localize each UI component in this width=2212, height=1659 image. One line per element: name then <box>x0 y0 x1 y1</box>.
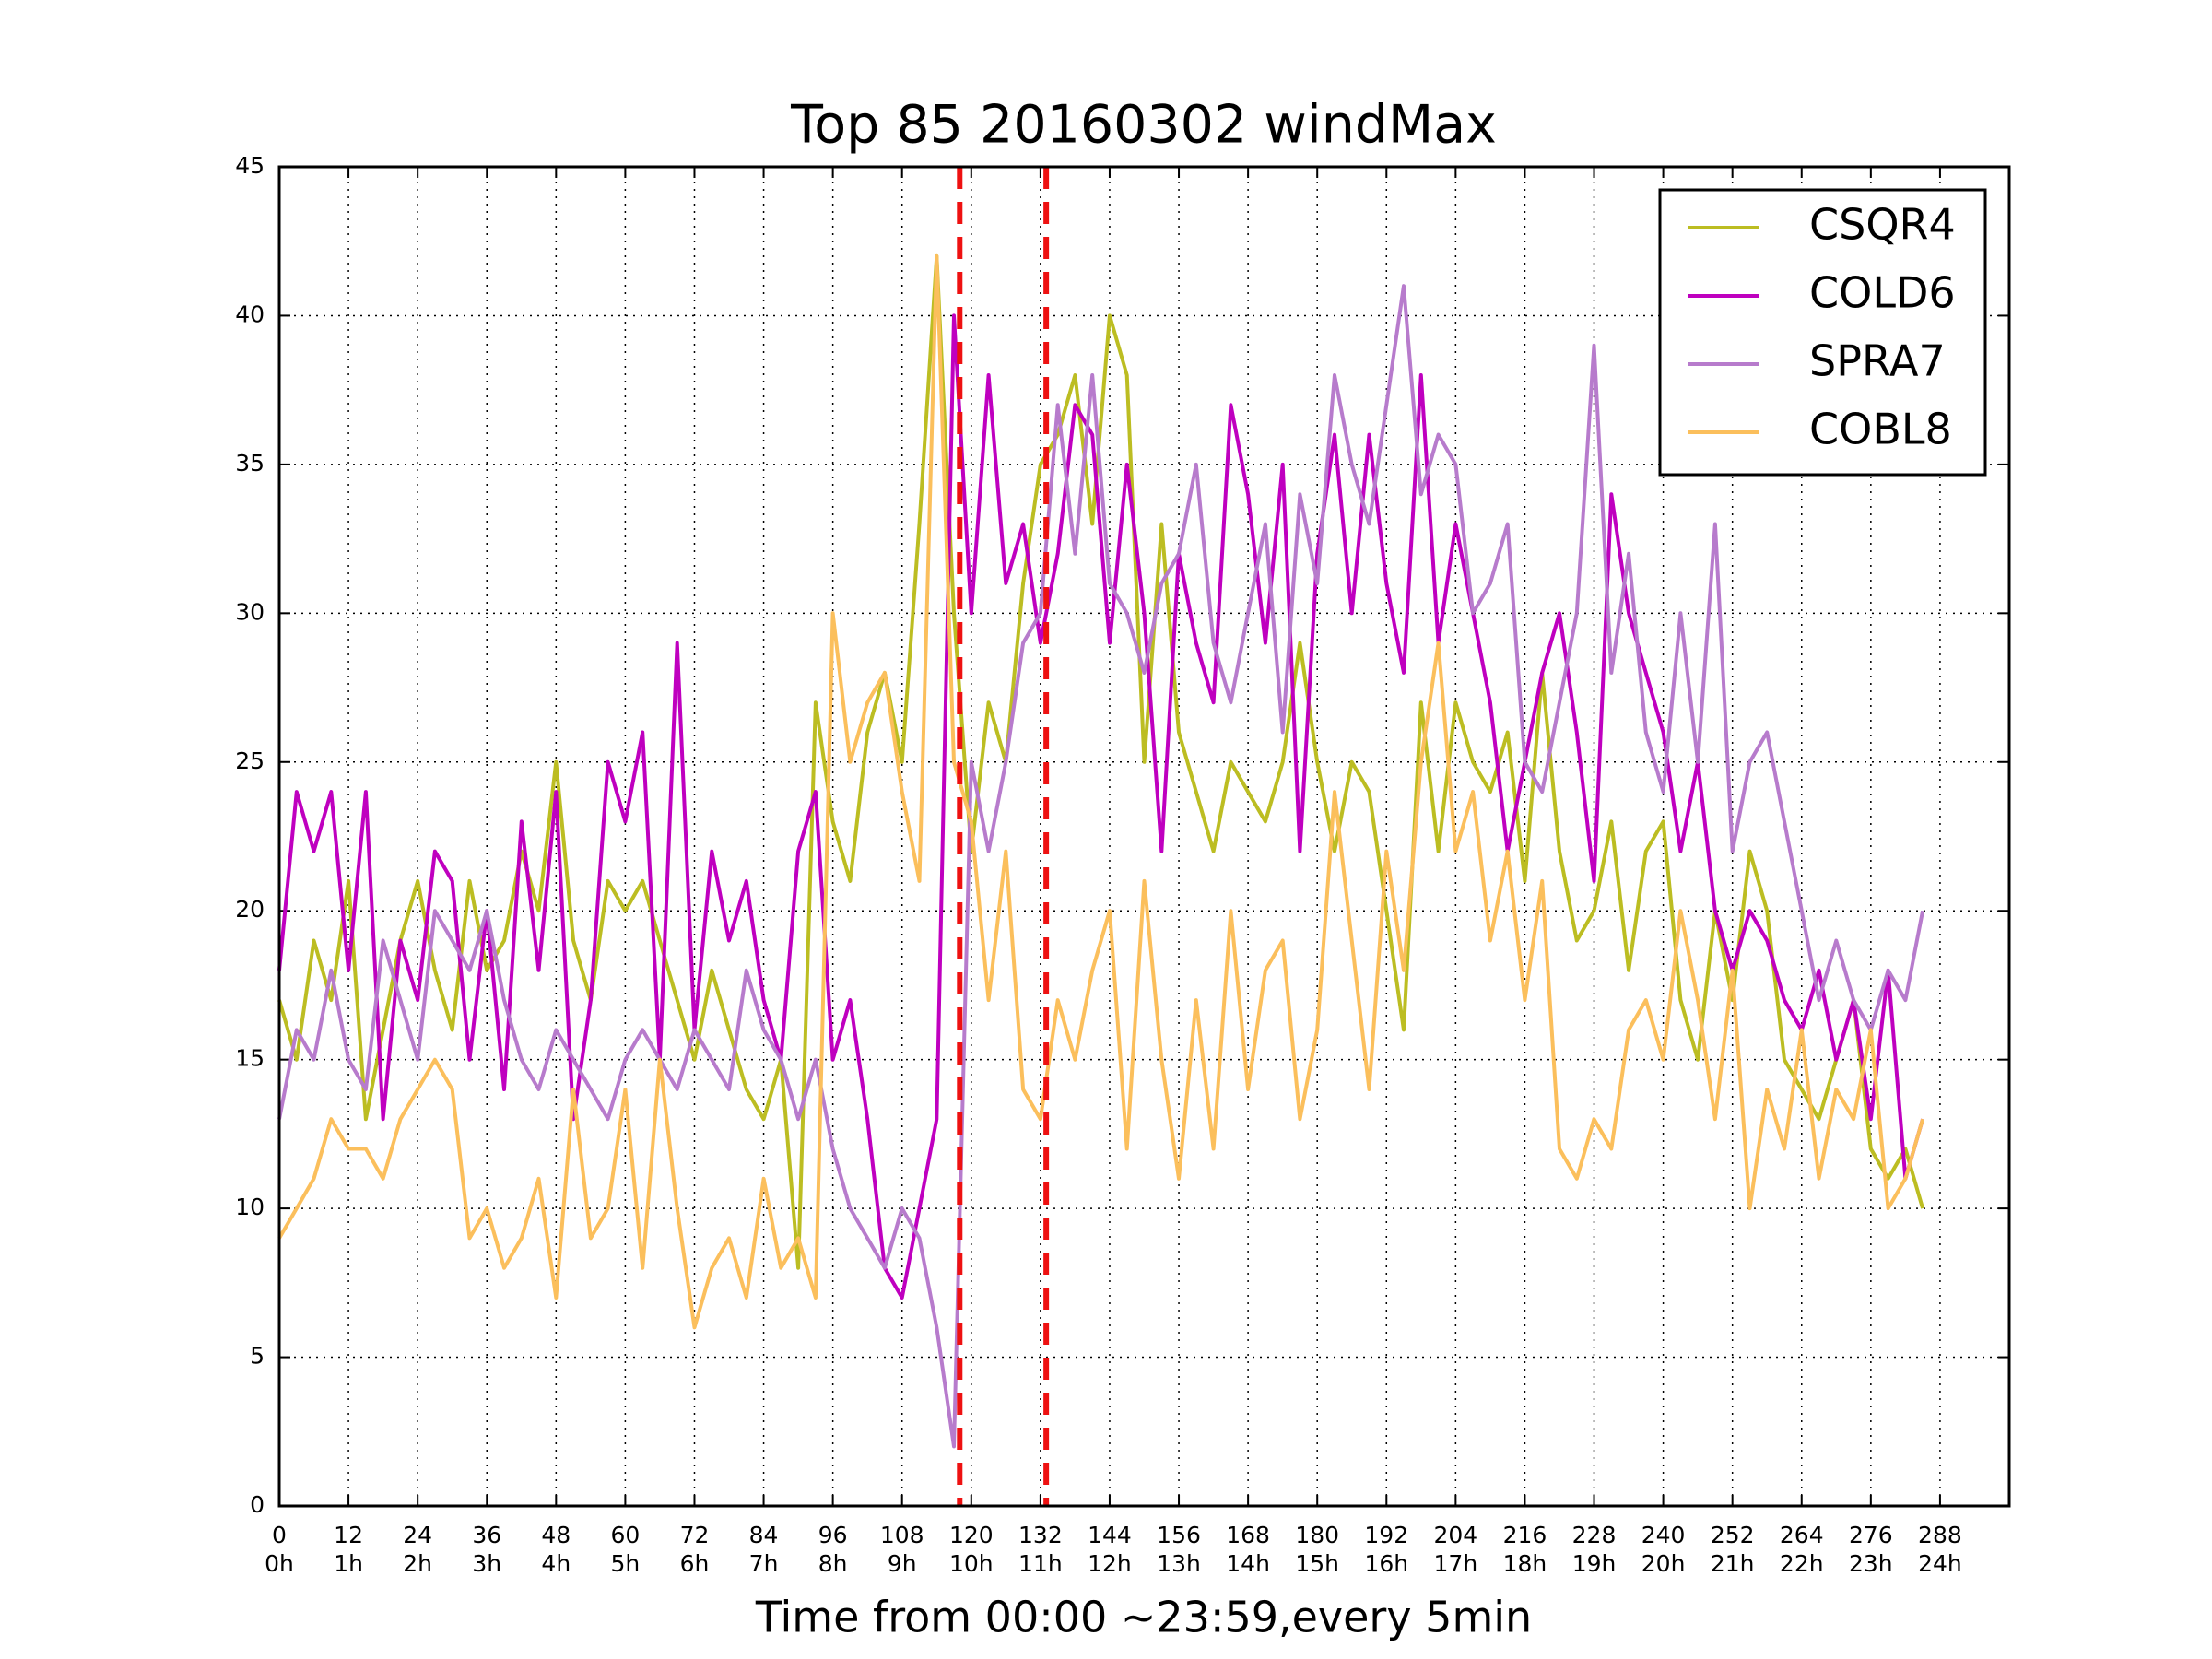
legend-label: SPRA7 <box>1809 336 1946 386</box>
x-tick-sublabel: 2h <box>403 1550 432 1577</box>
x-tick-sublabel: 23h <box>1849 1550 1893 1577</box>
x-tick-sublabel: 8h <box>818 1550 848 1577</box>
y-tick-label: 20 <box>235 896 265 923</box>
y-tick-label: 5 <box>250 1343 265 1370</box>
x-tick-label: 60 <box>610 1522 640 1548</box>
x-tick-label: 228 <box>1572 1522 1617 1548</box>
x-tick-sublabel: 18h <box>1503 1550 1547 1577</box>
x-tick-sublabel: 4h <box>541 1550 571 1577</box>
x-tick-sublabel: 6h <box>680 1550 710 1577</box>
x-tick-sublabel: 12h <box>1088 1550 1132 1577</box>
x-tick-label: 0 <box>272 1522 287 1548</box>
x-tick-label: 12 <box>334 1522 363 1548</box>
x-tick-label: 84 <box>749 1522 779 1548</box>
y-tick-label: 30 <box>235 598 265 625</box>
x-tick-sublabel: 24h <box>1918 1550 1962 1577</box>
series-line <box>277 284 1925 1449</box>
x-tick-sublabel: 13h <box>1157 1550 1201 1577</box>
x-tick-label: 48 <box>541 1522 571 1548</box>
x-tick-sublabel: 0h <box>265 1550 294 1577</box>
x-tick-label: 240 <box>1641 1522 1686 1548</box>
x-tick-sublabel: 3h <box>472 1550 501 1577</box>
x-tick-sublabel: 14h <box>1226 1550 1270 1577</box>
y-tick-label: 0 <box>250 1491 265 1518</box>
x-tick-label: 168 <box>1226 1522 1270 1548</box>
chart-title: Top 85 20160302 windMax <box>790 95 1497 156</box>
x-tick-sublabel: 16h <box>1364 1550 1408 1577</box>
y-tick-label: 15 <box>235 1045 265 1072</box>
series-line <box>277 253 1925 1330</box>
x-tick-label: 24 <box>403 1522 432 1548</box>
x-tick-label: 144 <box>1088 1522 1132 1548</box>
x-tick-label: 108 <box>880 1522 924 1548</box>
x-tick-label: 276 <box>1849 1522 1893 1548</box>
y-tick-label: 25 <box>235 747 265 774</box>
x-tick-sublabel: 9h <box>888 1550 917 1577</box>
legend-label: CSQR4 <box>1809 200 1956 250</box>
series-line <box>277 313 1925 1300</box>
x-tick-label: 252 <box>1711 1522 1755 1548</box>
legend-label: COLD6 <box>1809 268 1956 318</box>
x-tick-label: 288 <box>1918 1522 1962 1548</box>
y-tick-label: 10 <box>235 1194 265 1220</box>
x-tick-sublabel: 19h <box>1572 1550 1617 1577</box>
series-line <box>277 253 1925 1270</box>
x-tick-label: 132 <box>1018 1522 1063 1548</box>
x-tick-label: 96 <box>818 1522 848 1548</box>
x-tick-label: 192 <box>1364 1522 1408 1548</box>
x-tick-label: 216 <box>1503 1522 1547 1548</box>
x-tick-label: 72 <box>680 1522 710 1548</box>
plot-frame <box>277 165 2011 1508</box>
y-tick-label: 40 <box>235 300 265 327</box>
x-tick-label: 180 <box>1295 1522 1339 1548</box>
x-axis-label: Time from 00:00 ~23:59,every 5min <box>755 1593 1532 1642</box>
legend-box <box>1658 188 1987 477</box>
x-tick-sublabel: 7h <box>749 1550 779 1577</box>
x-tick-sublabel: 1h <box>334 1550 363 1577</box>
x-tick-label: 204 <box>1434 1522 1478 1548</box>
y-tick-label: 35 <box>235 450 265 477</box>
x-tick-label: 120 <box>949 1522 994 1548</box>
y-tick-label: 45 <box>235 152 265 179</box>
x-tick-sublabel: 21h <box>1711 1550 1755 1577</box>
x-tick-sublabel: 10h <box>949 1550 994 1577</box>
x-tick-sublabel: 5h <box>611 1550 641 1577</box>
legend-label: COBL8 <box>1809 405 1952 454</box>
x-tick-label: 36 <box>472 1522 501 1548</box>
x-tick-sublabel: 22h <box>1780 1550 1824 1577</box>
x-tick-sublabel: 20h <box>1641 1550 1686 1577</box>
x-tick-label: 264 <box>1780 1522 1824 1548</box>
x-tick-sublabel: 11h <box>1018 1550 1063 1577</box>
x-tick-sublabel: 15h <box>1295 1550 1339 1577</box>
x-tick-label: 156 <box>1157 1522 1201 1548</box>
x-tick-sublabel: 17h <box>1434 1550 1478 1577</box>
